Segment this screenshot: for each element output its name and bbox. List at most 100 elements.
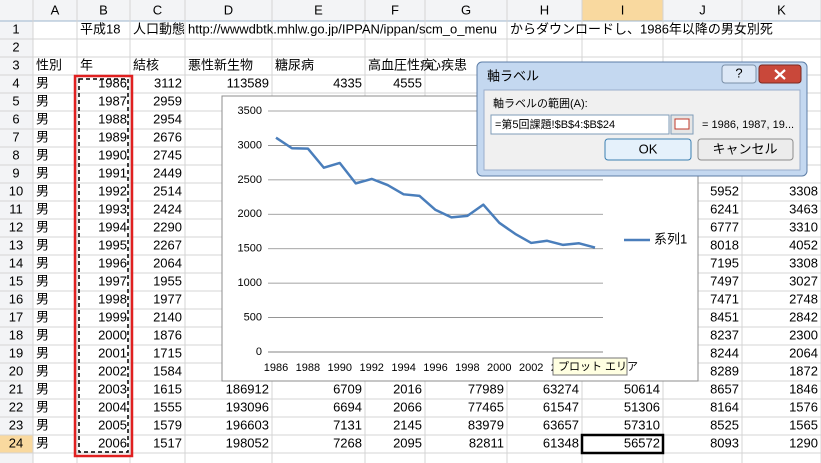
range-input[interactable] (490, 114, 670, 135)
cell: 2748 (789, 291, 818, 306)
cell: 性別 (36, 57, 62, 72)
x-tick-label: 1992 (359, 362, 383, 374)
column-header: I (621, 2, 625, 17)
row-header: 19 (9, 345, 23, 360)
cell: 83979 (468, 417, 504, 432)
cell: 年 (80, 57, 93, 72)
cell: 113589 (227, 75, 269, 90)
active-column-header (582, 0, 663, 21)
cell: 2290 (153, 219, 182, 234)
copy-marquee (78, 78, 129, 453)
cell: 男 (36, 75, 49, 90)
chart[interactable]: 0 500 1000 1500 2000 2500 3000 3500 1986 1988 1990… (221, 95, 699, 382)
cell: 人口動態 (133, 21, 185, 36)
cell: 1565 (789, 417, 818, 432)
cell: 2449 (153, 165, 182, 180)
cell: 結核 (133, 57, 159, 72)
x-tick-label: 2002 (519, 362, 543, 374)
cell: 6694 (333, 399, 362, 414)
cell: 男 (36, 237, 49, 252)
cell: 2745 (153, 147, 182, 162)
close-icon[interactable] (774, 69, 786, 80)
help-button[interactable] (721, 64, 757, 84)
cell: 1992 (98, 183, 127, 198)
cell: 1988 (98, 111, 127, 126)
row-header: 10 (9, 183, 23, 198)
cell: 2003 (98, 381, 127, 396)
column-header: E (314, 2, 323, 17)
row-header: 18 (9, 327, 23, 342)
cell: 6709 (333, 381, 362, 396)
cell: 男 (36, 417, 49, 432)
dialog: 軸ラベル ? 軸ラベルの範囲(A): =第5回課題!$B$4:$B$24 = 1… (476, 61, 808, 177)
y-tick-label: 2000 (238, 208, 262, 220)
column-header: H (540, 2, 549, 17)
data-line (275, 136, 596, 249)
help-button-label[interactable]: ? (735, 65, 742, 80)
cell: 198052 (226, 435, 269, 450)
cell: 186912 (226, 381, 269, 396)
cancel-button[interactable] (697, 138, 794, 161)
x-tick-label: 1996 (423, 362, 447, 374)
cell: 男 (36, 363, 49, 378)
cell: 男 (36, 219, 49, 234)
row-header: 12 (9, 219, 23, 234)
cell: 1576 (789, 399, 818, 414)
cell: 1998 (98, 291, 127, 306)
cell: 2066 (393, 399, 422, 414)
cell: 8289 (710, 363, 739, 378)
column-header: K (777, 2, 786, 17)
row-header: 3 (12, 57, 19, 72)
column-header: B (99, 2, 108, 17)
cell: 1986 (98, 75, 127, 90)
cell: 6777 (710, 219, 739, 234)
cell: 男 (36, 147, 49, 162)
cell: 2006 (98, 435, 127, 450)
row-header: 20 (9, 363, 23, 378)
x-tick-label: 1988 (296, 362, 320, 374)
cell: 男 (36, 399, 49, 414)
cell: 1999 (98, 309, 127, 324)
cell: 糖尿病 (275, 57, 314, 72)
cell: 1997 (98, 273, 127, 288)
y-tick-label: 1500 (238, 243, 262, 255)
cell: 3112 (154, 75, 182, 90)
cell: 8525 (710, 417, 739, 432)
cell: 3463 (789, 201, 818, 216)
row-header: 17 (9, 309, 23, 324)
column-header-bar (0, 0, 821, 21)
tooltip: プロット エリア (552, 357, 638, 376)
column-header: C (153, 2, 162, 17)
active-cell[interactable] (580, 433, 665, 455)
cell: 男 (36, 165, 49, 180)
cell: 3308 (789, 255, 818, 270)
cell: 1996 (98, 255, 127, 270)
cell: 2000 (98, 327, 127, 342)
cell: 男 (36, 183, 49, 198)
cell: 8164 (710, 399, 739, 414)
cell: 2140 (153, 309, 182, 324)
cell: 57310 (624, 417, 660, 432)
cell: 1715 (153, 345, 182, 360)
range-input-text[interactable]: =第5回課題!$B$4:$B$24 (495, 117, 615, 131)
cell: 2064 (153, 255, 182, 270)
cell: 196603 (226, 417, 269, 432)
column-header: J (699, 2, 706, 17)
cell: 男 (36, 255, 49, 270)
cell: 8657 (710, 381, 739, 396)
cell: 7195 (710, 255, 739, 270)
cell: 男 (36, 273, 49, 288)
row-header: 5 (12, 93, 19, 108)
cell: 1615 (153, 381, 182, 396)
ok-button[interactable] (604, 138, 692, 161)
ok-button-label[interactable]: OK (639, 141, 658, 156)
cell: 男 (36, 93, 49, 108)
cell: 男 (36, 201, 49, 216)
collapse-icon[interactable] (674, 118, 690, 130)
cell: 8018 (710, 237, 739, 252)
cell: 56572 (624, 435, 660, 450)
cell: 4335 (333, 75, 362, 90)
cancel-button-label[interactable]: キャンセル (712, 141, 777, 156)
cell: 1977 (153, 291, 182, 306)
